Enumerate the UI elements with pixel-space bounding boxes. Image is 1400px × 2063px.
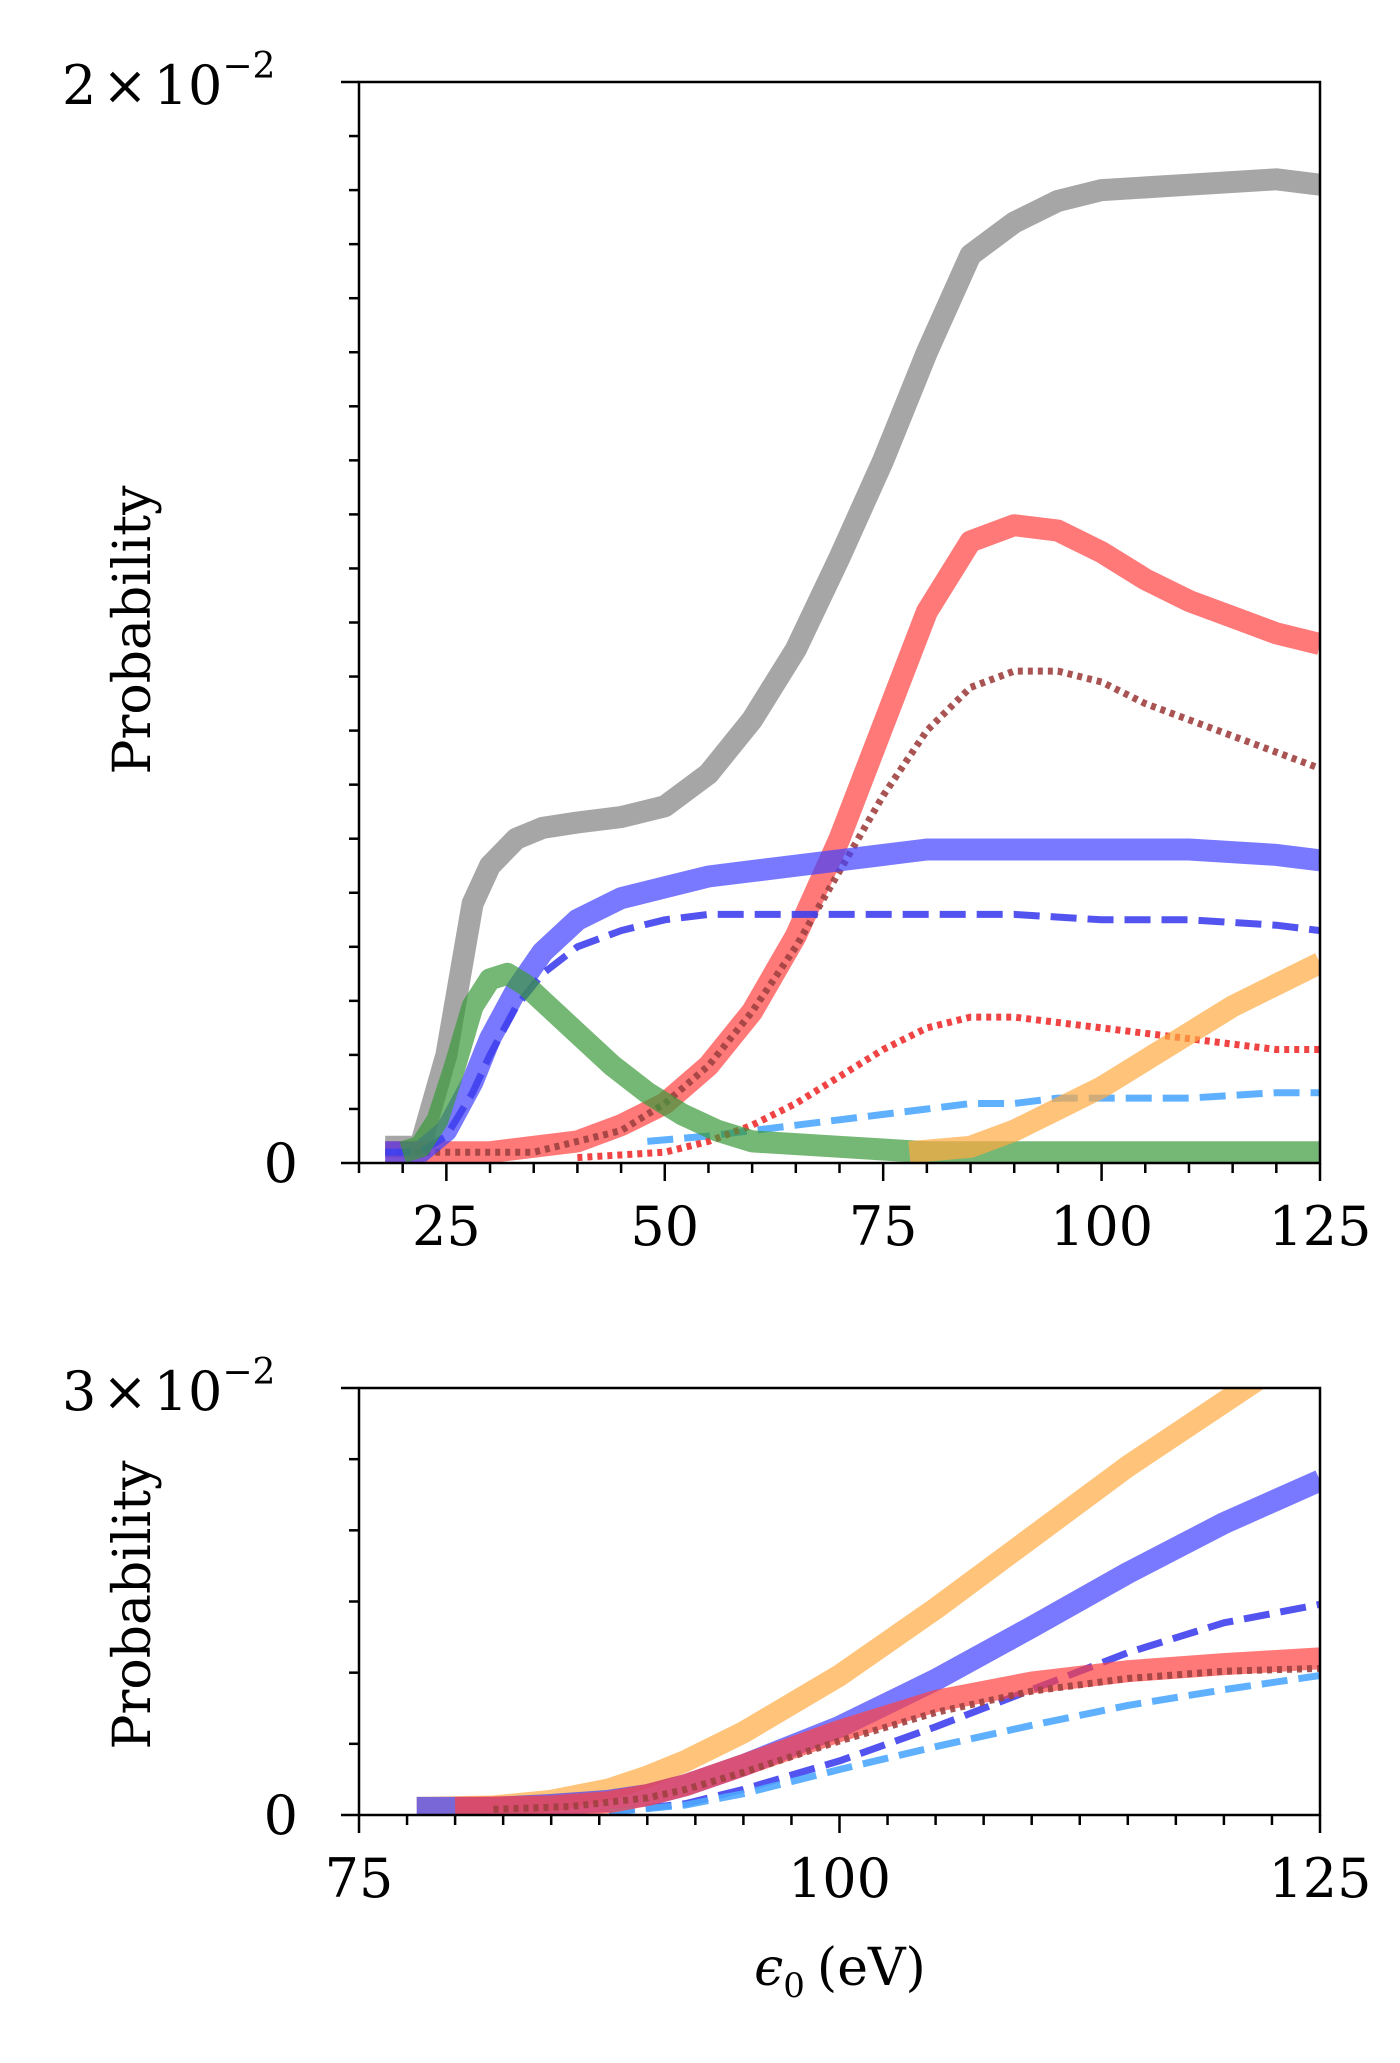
bottom-y-axis-label: Probability — [103, 1460, 163, 1750]
top-series-line-5 — [646, 1089, 1320, 1145]
top-x-tick-label: 50 — [630, 1195, 699, 1258]
bottom-y-tick-max: 3 × 10−2 — [62, 1352, 275, 1423]
top-series-group — [385, 168, 1320, 1163]
bottom-y-tick-max-exp: −2 — [222, 1352, 275, 1393]
top-x-tick-labels: 25 50 75 100 125 — [412, 1195, 1372, 1258]
bottom-series-line-0 — [416, 1388, 1266, 1815]
top-x-tick-label: 100 — [1050, 1195, 1153, 1258]
bottom-series-line-4 — [454, 1647, 1320, 1815]
x-axis-label-subscript: 0 — [783, 1966, 805, 2006]
top-series-line-1 — [385, 514, 1320, 1163]
bottom-x-tick-label: 100 — [788, 1847, 891, 1910]
top-chart-panel: 25 50 75 100 125 0 2 × 10−2 Probability — [62, 46, 1372, 1258]
top-x-tick-label: 25 — [412, 1195, 481, 1258]
bottom-x-tick-labels: 75 100 125 — [325, 1847, 1372, 1910]
top-series-line-2 — [385, 667, 1320, 1156]
bottom-series-line-5 — [493, 1664, 1320, 1813]
bottom-x-axis-label: ϵ0 (eV) — [754, 1938, 926, 2006]
top-y-axis-label: Probability — [103, 485, 163, 775]
bottom-series-line-3 — [608, 1672, 1320, 1815]
bottom-series-group — [416, 1388, 1320, 1815]
x-axis-label-symbol: ϵ — [754, 1938, 783, 1998]
top-y-tick-zero: 0 — [264, 1132, 298, 1195]
top-y-tick-max: 2 × 10−2 — [62, 46, 275, 117]
bottom-x-tick-label: 75 — [325, 1847, 394, 1910]
bottom-x-tick-label: 125 — [1268, 1847, 1371, 1910]
top-series-line-8 — [908, 953, 1320, 1163]
top-x-tick-label: 75 — [849, 1195, 918, 1258]
x-axis-label-unit: (eV) — [817, 1938, 926, 1998]
bottom-y-tick-max-base: 10 — [154, 1360, 223, 1423]
top-x-tick-label: 125 — [1268, 1195, 1371, 1258]
top-series-line-3 — [385, 838, 1320, 1163]
top-series-line-0 — [385, 168, 1320, 1158]
bottom-y-tick-zero: 0 — [264, 1784, 298, 1847]
top-series-line-4 — [385, 910, 1320, 1156]
top-axis-ticks — [341, 80, 1322, 1181]
top-y-tick-max-exp: −2 — [222, 46, 275, 87]
bottom-plot-frame — [357, 1386, 1322, 1817]
bottom-axis-ticks — [341, 1386, 1322, 1833]
bottom-chart-panel: 75 100 125 0 3 × 10−2 Probability ϵ0 (eV) — [62, 1352, 1372, 2006]
top-y-tick-max-base: 10 — [154, 54, 223, 117]
